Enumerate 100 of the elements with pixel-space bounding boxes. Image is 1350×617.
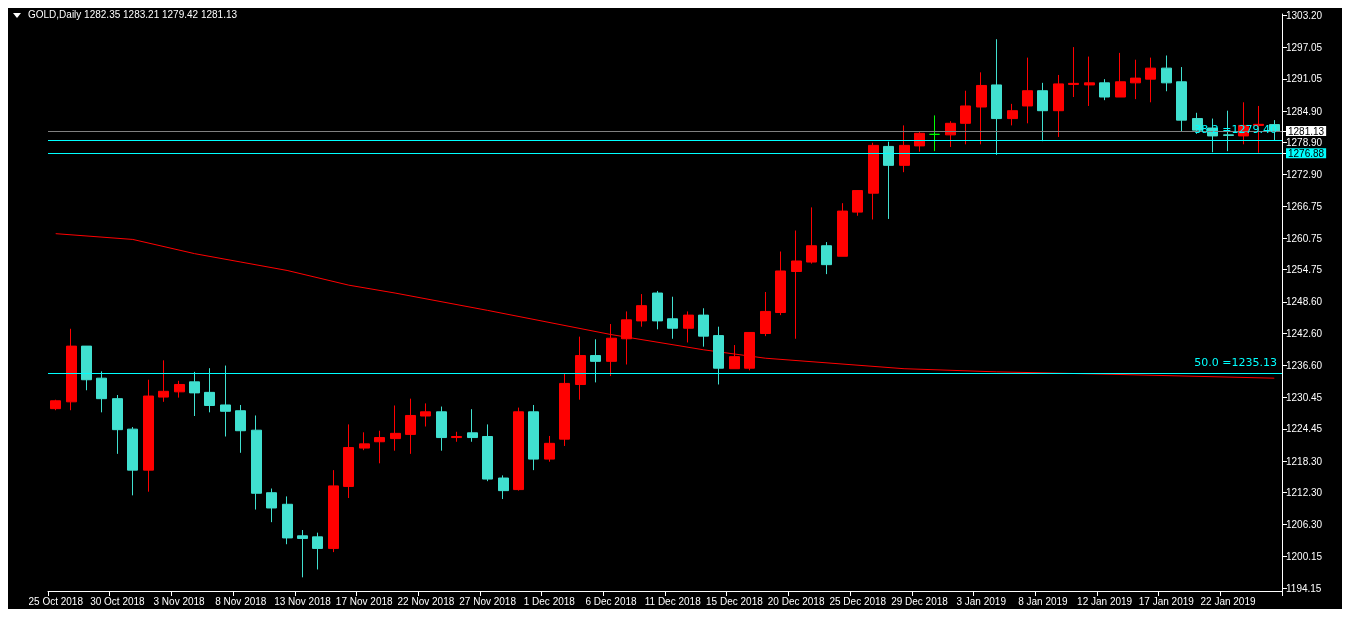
candlestick (235, 404, 246, 454)
candlestick (174, 380, 185, 399)
candlestick (868, 142, 879, 220)
candlestick (220, 365, 231, 437)
candlestick (652, 290, 663, 330)
candlestick (945, 120, 956, 148)
x-tick-label: 8 Nov 2018 (215, 595, 267, 607)
x-tick-label: 30 Oct 2018 (90, 595, 146, 607)
y-tick-label: 1303.20 (1286, 9, 1323, 21)
candlestick (775, 251, 786, 316)
x-tick-label: 17 Nov 2018 (335, 595, 393, 607)
candlestick (1130, 59, 1141, 100)
candlestick (683, 310, 694, 343)
candlestick (405, 398, 416, 455)
candlestick (590, 338, 601, 383)
y-tick-label: 1284.90 (1286, 105, 1323, 117)
y-tick-label: 1260.75 (1286, 232, 1323, 244)
candlestick (1099, 78, 1110, 101)
candlestick (312, 532, 323, 570)
x-tick-label: 3 Nov 2018 (153, 595, 206, 607)
candlestick (559, 373, 570, 447)
x-tick-label: 25 Oct 2018 (28, 595, 84, 607)
candlestick (390, 405, 401, 452)
candlestick (1053, 74, 1064, 138)
candlestick (760, 291, 771, 337)
y-tick-label: 1248.60 (1286, 296, 1323, 308)
x-tick-label: 8 Jan 2019 (1018, 595, 1069, 607)
candlestick (359, 431, 370, 451)
candlestick (976, 71, 987, 145)
candlestick (467, 408, 478, 443)
candlestick (713, 326, 724, 385)
candlestick (1068, 46, 1079, 98)
x-tick-label: 20 Dec 2018 (767, 595, 825, 607)
candlestick (328, 469, 339, 553)
x-tick-label: 17 Jan 2019 (1138, 595, 1195, 607)
candlestick (1007, 103, 1018, 126)
candlestick (420, 402, 431, 428)
x-tick-label: 3 Jan 2019 (956, 595, 1007, 607)
candlestick (929, 114, 940, 152)
candlestick (899, 124, 910, 173)
x-tick-label: 13 Nov 2018 (274, 595, 332, 607)
line-series (55, 233, 1275, 379)
candlestick (251, 414, 262, 511)
y-tick-label: 1266.75 (1286, 201, 1323, 213)
y-tick-label: 1272.90 (1286, 168, 1323, 180)
candlestick (883, 141, 894, 220)
x-tick-label: 22 Nov 2018 (397, 595, 455, 607)
y-tick-label: 1230.45 (1286, 391, 1323, 403)
candlestick (204, 367, 215, 413)
chart-title: GOLD,Daily 1282.35 1283.21 1279.42 1281.13 (28, 8, 238, 20)
y-tick-label: 1254.75 (1286, 264, 1323, 276)
candlestick (1037, 82, 1048, 142)
candlestick (436, 406, 447, 452)
x-tick-label: 27 Nov 2018 (459, 595, 517, 607)
candlestick (991, 38, 1002, 156)
candlestick (127, 426, 138, 496)
y-tick-label: 1291.05 (1286, 73, 1323, 85)
x-tick-label: 1 Dec 2018 (523, 595, 576, 607)
candlestick (698, 307, 709, 348)
candlestick (636, 293, 647, 328)
y-tick-label: 1297.05 (1286, 41, 1323, 53)
candlestick (498, 474, 509, 500)
candlestick (143, 379, 154, 493)
x-tick-label: 29 Dec 2018 (891, 595, 949, 607)
y-tick-label: 1218.30 (1286, 455, 1323, 467)
candlestick (343, 423, 354, 499)
candlestick (1022, 57, 1033, 124)
candlestick (96, 370, 107, 413)
candlestick (1161, 55, 1172, 92)
y-tick-label: 1212.30 (1286, 487, 1323, 499)
candlestick (544, 435, 555, 463)
y-tick-label: 1278.90 (1286, 137, 1323, 149)
y-tick-label: 1236.60 (1286, 359, 1323, 371)
y-tick-label: 1200.15 (1286, 551, 1323, 563)
candlestick (729, 344, 740, 370)
candlestick (852, 189, 863, 217)
candlestick (528, 404, 539, 471)
candlestick (667, 296, 678, 340)
y-tick-label: 1224.45 (1286, 423, 1323, 435)
candlestick (66, 328, 77, 411)
candlestick (821, 241, 832, 275)
y-tick-label: 1281.13 (1288, 125, 1325, 137)
x-tick-label: 25 Dec 2018 (829, 595, 887, 607)
candlestick (806, 206, 817, 265)
candlestick (914, 130, 925, 153)
candlestick (50, 399, 61, 411)
candlestick (575, 336, 586, 401)
candlestick (158, 359, 169, 403)
candlestick (282, 495, 293, 545)
candlestick (189, 371, 200, 417)
candlestick (791, 230, 802, 340)
candlestick (266, 488, 277, 523)
candlestick (1145, 57, 1156, 103)
candlestick (81, 345, 92, 391)
y-tick-label: 1194.15 (1286, 582, 1322, 594)
candlestick (960, 90, 971, 145)
candlestick (513, 407, 524, 492)
x-tick-label: 12 Jan 2019 (1077, 595, 1133, 607)
x-tick-label: 6 Dec 2018 (585, 595, 638, 607)
ref-line-label: 50.0 =1235.13 (1194, 355, 1277, 369)
